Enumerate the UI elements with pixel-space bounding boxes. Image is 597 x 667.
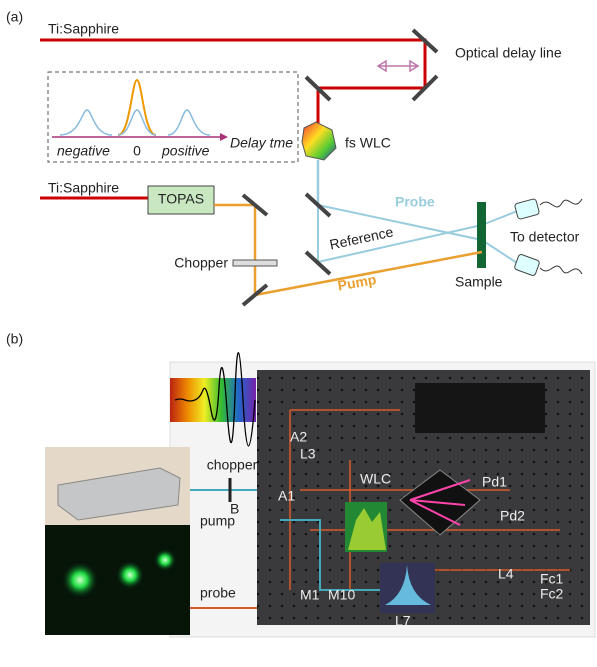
component-label: M10 [328,587,355,603]
component-label: M1 [300,587,320,603]
laser-spot [154,549,176,571]
inset-label: negative [57,143,110,159]
pump-label: pump [200,513,235,529]
wlc-crystal [302,122,336,160]
inset-label: 0 [133,143,141,159]
detector-label: To detector [510,229,580,245]
panel-label: (a) [6,9,23,25]
component-label: L3 [300,446,316,462]
sample-label: Sample [455,274,503,290]
component-label: Pd2 [500,508,525,524]
arrowhead [220,133,228,141]
fiber [540,266,582,274]
fiber-coupler [514,254,540,277]
laser-spot [62,562,98,598]
fiber [540,199,582,207]
topas-label: TOPAS [158,191,204,207]
component-label: A2 [290,429,307,445]
pulse [118,80,156,135]
chopper [233,260,277,266]
sample [477,202,486,268]
component-label: L7 [395,613,411,629]
component-label: Fc1 [540,571,564,587]
pump-label: Pump [336,271,377,294]
chopper-label: Chopper [174,255,228,271]
laser-spot [116,561,144,589]
detector-photo [415,383,545,433]
component-label: WLC [360,471,391,487]
delay-arrow [378,61,418,71]
pulse [168,110,210,135]
reference-label: Reference [328,223,395,252]
chopper-label: chopper [207,457,258,473]
figure: (a) Ti:Sapphire Optical delay line negat… [0,0,597,667]
component-label: A1 [278,488,295,504]
component-label: Fc2 [540,586,564,602]
laser-label: Ti:Sapphire [48,21,119,37]
delay-line-label: Optical delay line [455,45,562,61]
wlc-label: fs WLC [345,135,391,151]
probe-label: Probe [395,194,435,210]
probe-label: probe [200,585,236,601]
fundamental-beam [40,40,425,125]
pulse [60,110,112,135]
inset-label: positive [161,143,210,159]
beam [482,210,520,225]
laser-label: Ti:Sapphire [48,180,119,196]
component-label: Pd1 [482,474,507,490]
inset-label: Delay tme [230,135,293,151]
panel-label: (b) [6,331,23,347]
fiber-coupler [514,198,539,219]
component-label: L4 [498,566,514,582]
